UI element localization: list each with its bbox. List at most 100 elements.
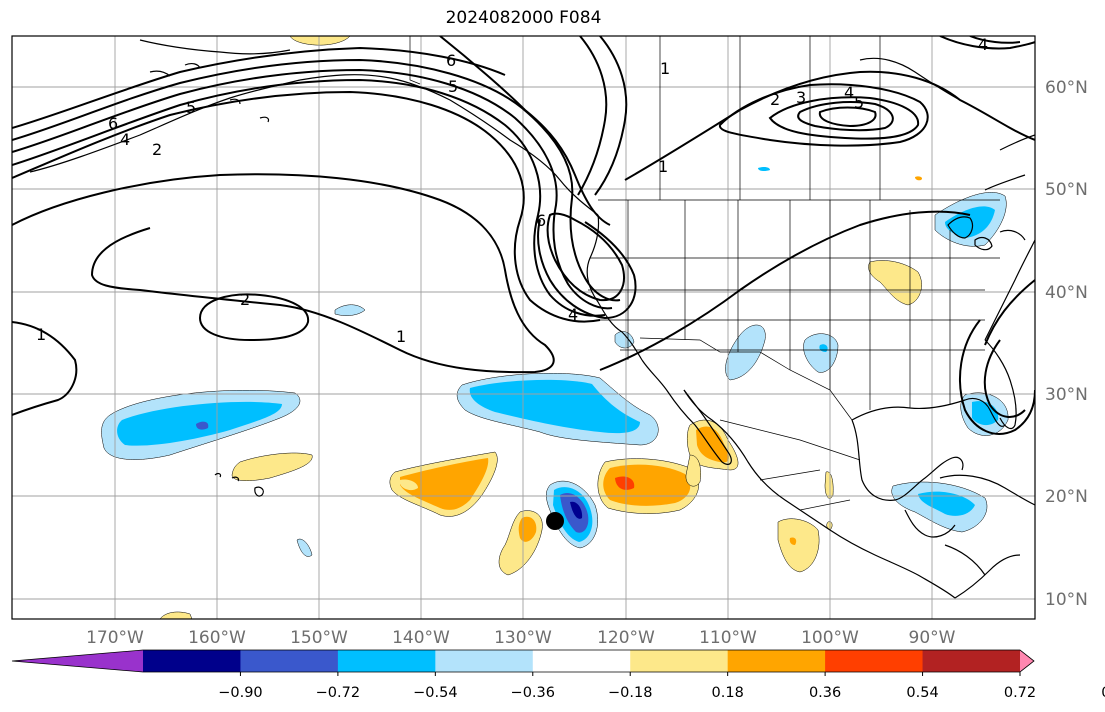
contour-5-coast-4 <box>12 58 621 302</box>
lon-label: 120°W <box>597 628 655 648</box>
contour-label: 2 <box>152 140 162 159</box>
lon-label: 110°W <box>699 628 757 648</box>
contour-4-coast-inner <box>537 219 637 320</box>
contour-5-coast-3 <box>12 68 613 310</box>
colorbar-extend-min <box>12 650 143 672</box>
lat-label: 10°N <box>1045 590 1088 610</box>
contours <box>12 36 1035 435</box>
fill-negative-texas <box>803 333 839 373</box>
fill-positive-east-pacific-red <box>615 476 635 490</box>
contour-label: 4 <box>844 83 854 102</box>
lat-label: 40°N <box>1045 283 1088 303</box>
coast-florida <box>984 339 1017 430</box>
contour-4-northeast <box>939 36 1035 50</box>
fill-negative-hawaii-south <box>296 538 313 557</box>
contour-east-right <box>984 279 1035 346</box>
contour-5-coast-2 <box>12 78 606 317</box>
contour-1-canada <box>624 70 1035 181</box>
lon-label: 150°W <box>290 628 348 648</box>
contour-4-northeast-2 <box>969 36 1021 44</box>
map-title: 2024082000 F084 <box>445 8 602 28</box>
contour-label: 5 <box>448 77 458 96</box>
fill-positive-baja-neck <box>685 454 701 487</box>
contour-3-canada <box>768 96 920 140</box>
latitude-labels: 60°N 50°N 40°N 30°N 20°N 10°N <box>1045 78 1088 610</box>
contour-label: 4 <box>568 305 578 324</box>
colorbar-segment <box>532 650 631 672</box>
coast-aleutians <box>29 79 301 173</box>
colorbar-tick-label: 0.54 <box>906 685 938 701</box>
lat-label: 20°N <box>1045 487 1088 507</box>
fill-negative-great-lakes-core <box>945 206 995 238</box>
fill-positive-mid-pacific-core <box>400 458 489 510</box>
coast-hawaii <box>214 472 264 497</box>
coast-canada-east <box>984 134 1035 191</box>
lon-label: 160°W <box>188 628 246 648</box>
lat-label: 50°N <box>1045 180 1088 200</box>
contour-label: 4 <box>120 130 130 149</box>
contour-1-pacific <box>12 173 555 374</box>
contour-6-inner <box>439 36 611 226</box>
border-states-2 <box>588 257 1000 351</box>
coast-alaska-south <box>299 74 599 216</box>
contour-label: 2 <box>770 90 780 109</box>
colorbar-tick-label: −0.72 <box>316 685 360 701</box>
fill-positive-canada-small <box>915 176 923 181</box>
fill-positive-east-pacific-core <box>603 464 691 506</box>
coast-mexico-pacific <box>683 389 956 599</box>
colorbar-tick-label: −0.90 <box>218 685 262 701</box>
contour-east-loop-2 <box>983 339 1026 418</box>
contour-label: 5 <box>186 98 196 117</box>
coastlines <box>29 39 1035 599</box>
contour-label: 6 <box>446 51 456 70</box>
colorbar-segment <box>337 650 436 672</box>
coast-west-us <box>586 214 643 361</box>
contour-6-coast <box>12 46 506 129</box>
colorbar-extend-max <box>1020 650 1034 672</box>
contour-label: 6 <box>108 114 118 133</box>
contour-label: 1 <box>660 59 670 78</box>
fill-negative-canada <box>758 166 770 172</box>
contour-east-loop <box>959 319 1035 435</box>
anomaly-fills <box>101 36 1009 619</box>
lat-label: 60°N <box>1045 78 1088 98</box>
colorbar-segment <box>143 650 241 672</box>
contour-1-us <box>599 210 971 371</box>
colorbar-tick-label: −0.54 <box>413 685 457 701</box>
coast-central-america <box>944 544 1021 599</box>
contour-label: 2 <box>240 290 250 309</box>
fill-positive-hawaii <box>231 452 313 481</box>
coast-gulf-us <box>851 397 1006 427</box>
colorbar-segment <box>435 650 534 672</box>
colorbar-ticks: −0.90 −0.72 −0.54 −0.36 −0.18 0.18 0.36 0.54 0.7… <box>218 672 1105 701</box>
fill-negative-storm-navy <box>570 501 583 519</box>
colorbar-tick-label: 0.18 <box>712 685 744 701</box>
colorbar-segment <box>727 650 826 672</box>
contour-label: 5 <box>854 93 864 112</box>
lon-label: 90°W <box>909 628 956 648</box>
contour-4-canada <box>797 101 894 132</box>
lon-label: 140°W <box>392 628 450 648</box>
colorbar-tick-label: 0.36 <box>809 685 841 701</box>
contour-label: 1 <box>658 157 668 176</box>
fill-positive-plains <box>868 260 922 306</box>
fill-positive-mid-pacific-edge <box>400 479 418 491</box>
fill-negative-pacific-small-1 <box>334 304 366 316</box>
coast-alaska-north <box>139 39 291 55</box>
colorbar-outline <box>11 649 1035 673</box>
fill-positive-alaska <box>289 36 351 46</box>
colorbar-segment <box>922 650 1021 672</box>
contour-label: 1 <box>36 325 46 344</box>
lon-label: 100°W <box>801 628 859 648</box>
coast-cuba <box>939 474 1035 506</box>
colorbar: −0.90 −0.72 −0.54 −0.36 −0.18 0.18 0.36 0.54 0.7… <box>11 649 1105 701</box>
coast-great-lakes <box>947 216 1026 251</box>
colorbar-tick-label: −0.18 <box>608 685 652 701</box>
longitude-labels: 170°W 160°W 150°W 140°W 130°W 120°W 110°… <box>86 628 956 648</box>
border-mexico-states <box>719 419 861 511</box>
contour-north-1 <box>594 36 628 196</box>
coast-baja <box>641 359 732 465</box>
storm-center-marker <box>546 512 564 530</box>
coast-gulf-mexico <box>851 419 964 501</box>
